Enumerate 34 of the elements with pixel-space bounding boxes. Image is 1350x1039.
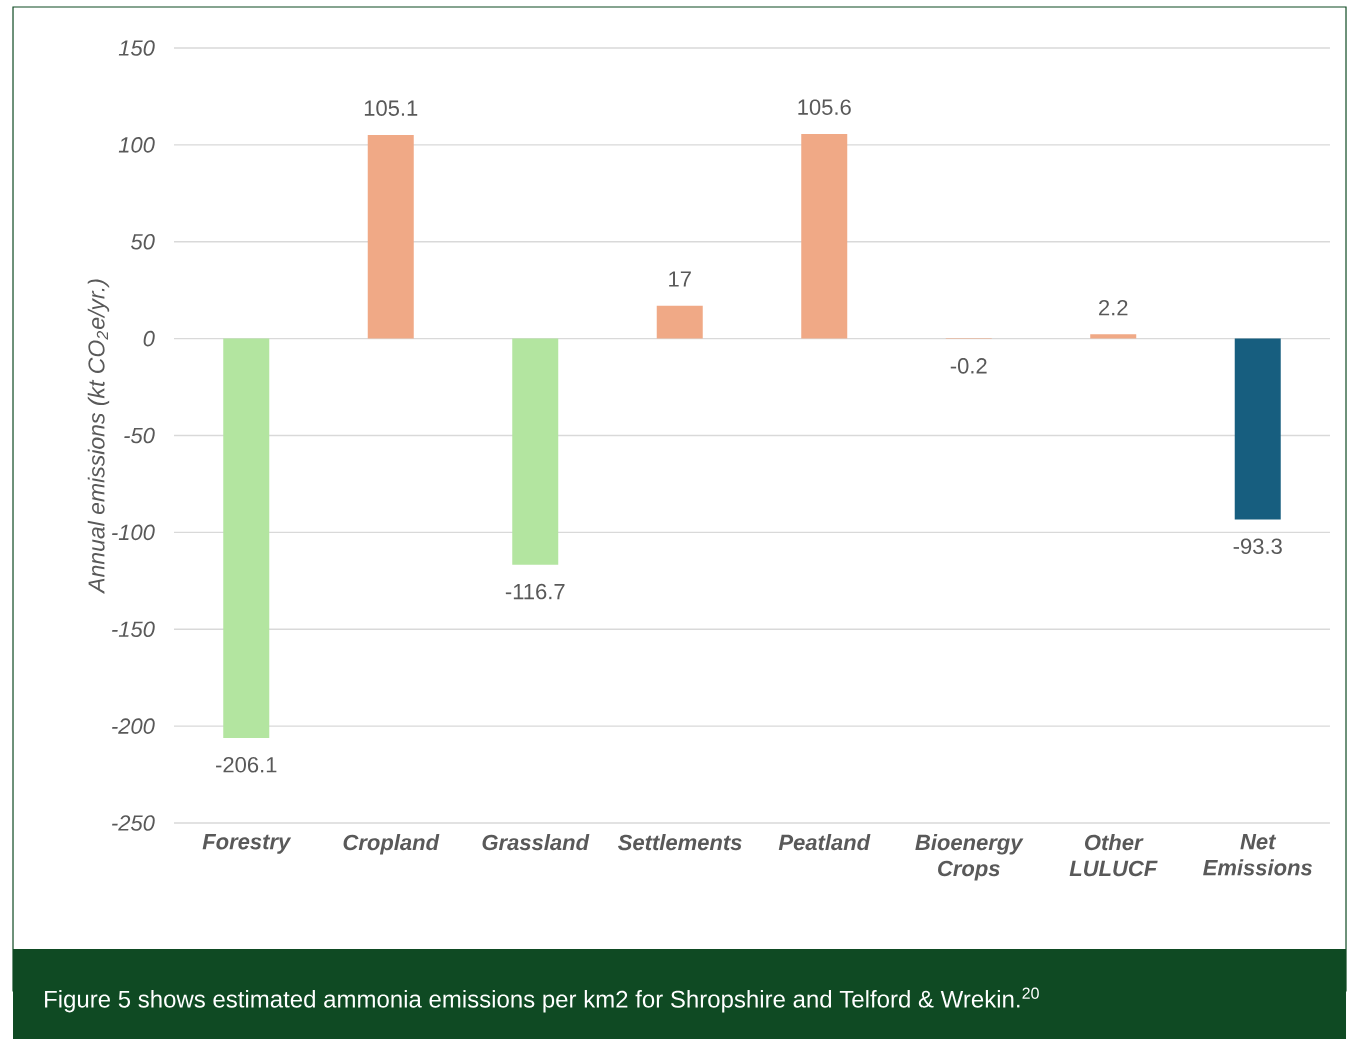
y-tick-label: -250: [112, 815, 155, 831]
y-tick-label: 0: [143, 330, 155, 347]
caption: Figure 5 shows estimated ammonia emissions per km2 for Shropshire and Telford & Wrekin.$^{20}$: [45, 987, 1039, 1013]
data-label: -93.3: [1233, 538, 1282, 555]
bar: [223, 338, 270, 738]
y-tick-label: -200: [112, 718, 155, 734]
x-tick-label: Bioenergy Crops: [915, 834, 1024, 881]
bar: [656, 305, 703, 339]
y-tick-label: 100: [118, 137, 155, 153]
bar: [1234, 338, 1281, 520]
x-tick-label: Net Emissions: [1203, 834, 1313, 876]
data-label: -116.7: [505, 583, 565, 600]
data-label: 105.1: [364, 100, 418, 116]
data-label: 105.6: [798, 99, 851, 115]
bar: [1090, 334, 1137, 339]
y-axis-title: Annual emissions (kt CO$_{2}$e/yr.): [87, 279, 110, 594]
y-tick-label: -50: [124, 427, 155, 444]
data-label: 2.2: [1099, 299, 1128, 316]
data-label: -206.1: [216, 757, 277, 773]
bar: [367, 134, 414, 339]
x-tick-label: Other LULUCF: [1069, 834, 1158, 877]
y-tick-label: 150: [118, 40, 155, 56]
data-label: 17: [669, 271, 691, 287]
bar: [512, 338, 559, 565]
y-tick-label: 50: [130, 233, 155, 250]
x-tick-label: Grassland: [482, 834, 590, 851]
data-label: -0.2: [950, 358, 987, 374]
x-tick-label: Forestry: [202, 834, 292, 854]
x-tick-label: Settlements: [618, 834, 742, 851]
bar: [801, 134, 848, 339]
x-tick-label: Cropland: [343, 834, 440, 855]
y-tick-label: -100: [112, 524, 155, 541]
x-tick-label: Peatland: [778, 834, 871, 851]
y-tick-label: -150: [112, 621, 155, 638]
